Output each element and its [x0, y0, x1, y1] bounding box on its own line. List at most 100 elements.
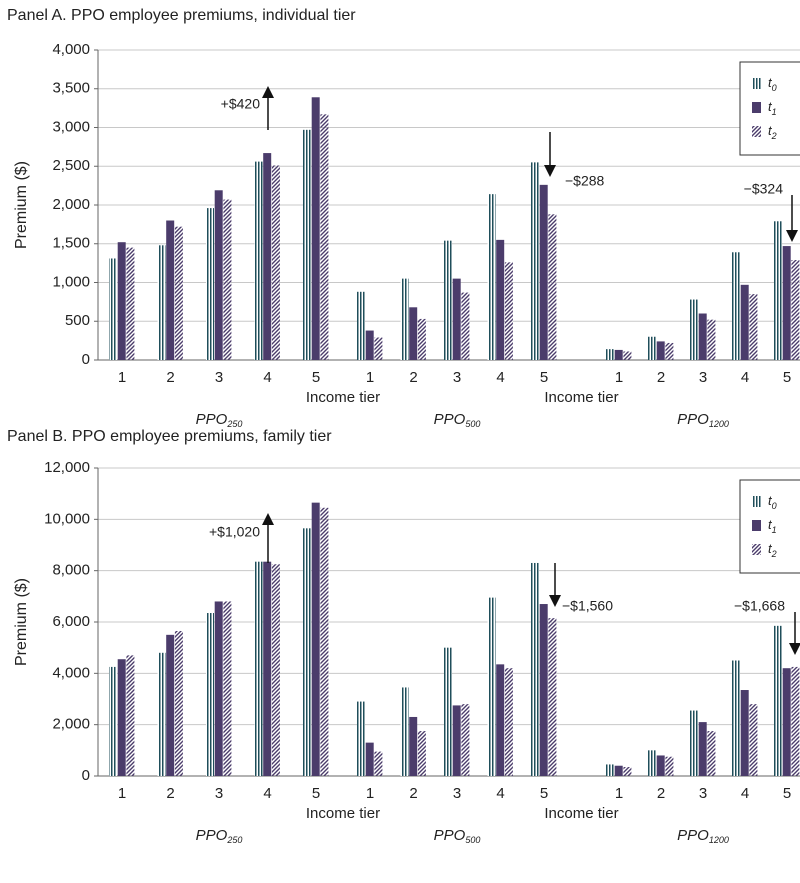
legend-name: t: [768, 75, 773, 90]
y-tick-label: 12,000: [44, 459, 90, 476]
annotation: −$1,560: [562, 598, 613, 614]
x-tick-label: 1: [366, 369, 374, 386]
bar: [126, 655, 135, 776]
y-tick-label: 10,000: [44, 510, 90, 527]
group-label: PPO500: [434, 827, 481, 845]
x-tick-label: 1: [118, 369, 126, 386]
legend-subscript: 1: [772, 107, 777, 117]
bar: [732, 252, 740, 360]
bar: [606, 764, 614, 776]
legend-swatch: [752, 520, 761, 531]
annotation: +$420: [221, 96, 261, 112]
y-tick-label: 2,500: [52, 157, 90, 174]
x-axis-label: Income tier: [306, 805, 380, 822]
x-tick-label: 3: [215, 369, 223, 386]
group-name: PPO: [677, 411, 709, 428]
y-tick-label: 2,000: [52, 716, 90, 733]
legend-subscript: 1: [772, 525, 777, 535]
bar: [109, 258, 117, 360]
bar: [614, 349, 623, 360]
x-tick-label: 2: [657, 785, 665, 802]
group-name: PPO: [434, 411, 466, 428]
bar: [452, 705, 461, 776]
group-subscript: 500: [465, 835, 480, 845]
bar: [303, 129, 311, 360]
legend-swatch: [752, 496, 761, 507]
legend-subscript: 0: [772, 83, 777, 93]
bar: [656, 755, 665, 776]
bar: [409, 307, 418, 360]
legend-name: t: [768, 541, 773, 556]
annotation: +$1,020: [209, 524, 260, 540]
bar: [303, 528, 311, 776]
bar: [707, 319, 716, 360]
x-tick-label: 3: [215, 785, 223, 802]
legend-name: t: [768, 123, 773, 138]
bar: [320, 114, 329, 360]
x-tick-label: 4: [496, 785, 504, 802]
x-tick-label: 5: [312, 369, 320, 386]
legend-name: t: [768, 517, 773, 532]
y-tick-label: 0: [82, 351, 90, 368]
x-tick-label: 1: [615, 369, 623, 386]
group-label: PPO1200: [677, 827, 729, 845]
legend-label: t0: [768, 493, 777, 511]
bar: [690, 710, 698, 776]
x-tick-label: 1: [366, 785, 374, 802]
y-tick-label: 8,000: [52, 562, 90, 579]
bar: [698, 722, 707, 776]
legend-label: t2: [768, 541, 777, 559]
bar: [539, 604, 548, 776]
bar: [214, 601, 223, 776]
group-subscript: 250: [226, 419, 242, 429]
group-name: PPO: [196, 411, 228, 428]
x-tick-label: 2: [657, 369, 665, 386]
x-tick-label: 4: [741, 785, 749, 802]
bar: [531, 562, 539, 776]
bar: [774, 221, 782, 360]
bar: [648, 750, 656, 776]
legend-label: t2: [768, 123, 777, 141]
legend-swatch: [752, 102, 761, 113]
bar: [496, 239, 505, 360]
bar: [254, 561, 263, 776]
annotation: −$288: [565, 173, 605, 189]
group-label: PPO1200: [677, 411, 729, 429]
x-tick-label: 1: [615, 785, 623, 802]
legend-label: t0: [768, 75, 777, 93]
annotation: −$1,668: [734, 598, 785, 614]
bar: [487, 597, 496, 776]
bar: [157, 245, 166, 360]
legend-swatch: [752, 544, 761, 555]
legend-subscript: 2: [771, 131, 777, 141]
bar: [665, 756, 674, 776]
group-name: PPO: [677, 827, 709, 844]
bar: [117, 242, 126, 360]
bar: [623, 351, 632, 360]
bar: [504, 262, 513, 360]
bar: [698, 313, 707, 360]
group-subscript: 1200: [709, 419, 729, 429]
bar: [263, 153, 272, 360]
x-axis-label: Income tier: [306, 389, 380, 406]
x-tick-label: 3: [453, 785, 461, 802]
bar: [707, 731, 716, 776]
y-tick-label: 1,500: [52, 235, 90, 252]
bar: [174, 226, 183, 360]
annotation: −$324: [744, 181, 784, 197]
y-tick-label: 0: [82, 767, 90, 784]
panel-title: Panel A. PPO employee premiums, individu…: [7, 7, 356, 24]
legend-box: [739, 479, 800, 574]
bar: [357, 701, 365, 776]
bar: [109, 666, 117, 776]
y-tick-label: 6,000: [52, 613, 90, 630]
y-axis-label: Premium ($): [13, 161, 30, 249]
x-tick-label: 2: [166, 785, 174, 802]
y-tick-label: 3,000: [52, 118, 90, 135]
bar: [166, 220, 175, 360]
x-tick-label: 5: [312, 785, 320, 802]
bar: [749, 294, 758, 360]
y-axis-label: Premium ($): [13, 578, 30, 666]
bar: [740, 284, 749, 360]
x-tick-label: 5: [783, 785, 791, 802]
